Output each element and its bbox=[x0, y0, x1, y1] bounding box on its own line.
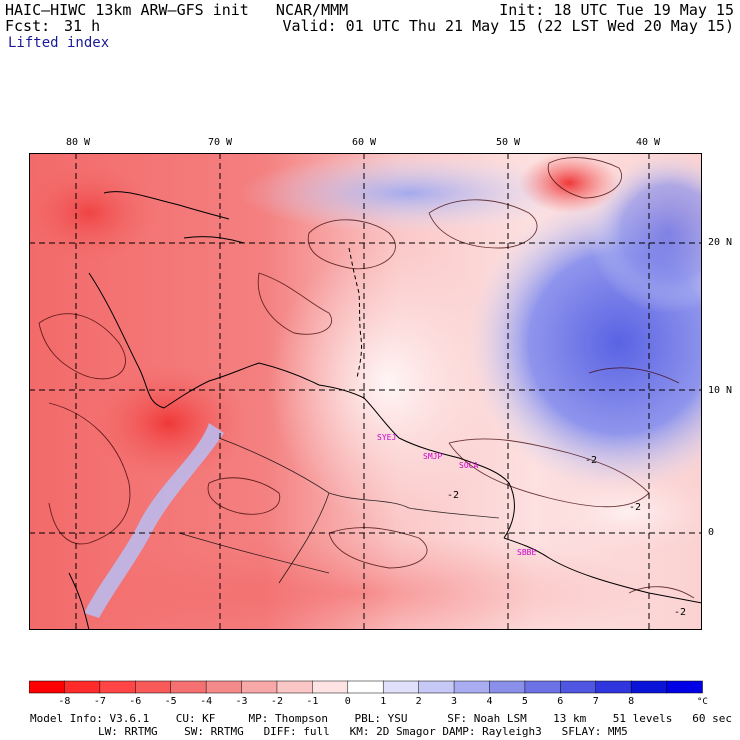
valid-time: Valid: 01 UTC Thu 21 May 15 (22 LST Wed … bbox=[282, 17, 734, 35]
colorbar-cell bbox=[666, 680, 703, 694]
colorbar-tick-label: -1 bbox=[306, 696, 318, 707]
contour-label: -2 bbox=[585, 455, 597, 466]
colorbar-cell bbox=[29, 680, 66, 694]
andes-stable-strip bbox=[84, 423, 224, 618]
colorbar-tick-label: -8 bbox=[58, 696, 70, 707]
station-sbbe: SBBE bbox=[517, 548, 536, 557]
colorbar-tick-label: 6 bbox=[557, 696, 563, 707]
coastline-central-america bbox=[88, 272, 165, 409]
colorbar-tick-label: 7 bbox=[593, 696, 599, 707]
unstable-region-colombia bbox=[89, 363, 249, 483]
colorbar-tick-label: 0 bbox=[345, 696, 351, 707]
colorbar: -8 -7 -6 -5 -4 -3 -2 -1 0 1 2 3 4 5 6 7 8 °C bbox=[29, 680, 708, 707]
stations: SYEJ SMJP SOCA SBBE bbox=[377, 433, 536, 557]
colorbar-tick-label: -3 bbox=[236, 696, 248, 707]
contour-label: -2 bbox=[447, 490, 459, 501]
lon-label-50w: 50 W bbox=[496, 137, 521, 148]
lifted-index-map: -2 -2 -2 -2 SYEJ SMJP SOCA SBBE bbox=[29, 153, 702, 630]
colorbar-cell bbox=[489, 680, 526, 694]
colorbar-cell bbox=[170, 680, 207, 694]
colorbar-cell bbox=[241, 680, 278, 694]
lat-label-0: 0 bbox=[708, 527, 715, 538]
lon-label-80w: 80 W bbox=[66, 137, 91, 148]
stable-region-north bbox=[239, 153, 579, 233]
colorbar-cell bbox=[276, 680, 314, 694]
colorbar-cell bbox=[135, 680, 172, 694]
stable-region-northeast bbox=[589, 153, 702, 313]
variable-name: Lifted index bbox=[8, 35, 110, 51]
country-borders bbox=[178, 437, 500, 584]
colorbar-ticks: -8 -7 -6 -5 -4 -3 -2 -1 0 1 2 3 4 5 6 7 8 bbox=[58, 696, 634, 707]
map-frame bbox=[29, 153, 702, 630]
lifted-index-contours bbox=[38, 157, 695, 599]
coastline-hispaniola bbox=[183, 236, 245, 244]
station-soca: SOCA bbox=[459, 461, 478, 470]
coastline-colombia-north bbox=[163, 362, 260, 409]
unstable-region-amazon bbox=[59, 533, 659, 630]
colorbar-unit: °C bbox=[697, 697, 708, 707]
station-smjp: SMJP bbox=[423, 452, 442, 461]
lat-label-20n: 20 N bbox=[708, 237, 733, 248]
coastline-venezuela-guianas bbox=[258, 362, 515, 539]
colorbar-tick-label: -6 bbox=[129, 696, 141, 707]
colorbar-cell bbox=[312, 680, 349, 694]
colorbar-tick-label: 4 bbox=[486, 696, 492, 707]
model-info-line2: LW: RRTMG SW: RRTMG DIFF: full KM: 2D Sm… bbox=[98, 725, 628, 738]
lat-lon-grid bbox=[29, 153, 702, 630]
colorbar-cell bbox=[205, 680, 243, 694]
model-title: HAIC–HIWC 13km ARW–GFS init NCAR/MMM bbox=[5, 1, 349, 19]
contour-labels: -2 -2 -2 -2 bbox=[447, 455, 686, 618]
colorbar-cell bbox=[64, 680, 101, 694]
colorbar-cell bbox=[347, 680, 384, 694]
coastline-brazil-north bbox=[503, 537, 702, 604]
colorbar-tick-label: -7 bbox=[94, 696, 106, 707]
lat-label-10n: 10 N bbox=[708, 385, 733, 396]
colorbar-tick-label: -4 bbox=[200, 696, 212, 707]
colorbar-tick-label: -2 bbox=[271, 696, 283, 707]
coastlines bbox=[68, 191, 702, 630]
unstable-region-northeast bbox=[519, 153, 619, 213]
coastline-pacific bbox=[68, 572, 90, 630]
contour-label: -2 bbox=[674, 607, 686, 618]
colorbar-cell bbox=[382, 680, 420, 694]
lesser-antilles bbox=[348, 247, 362, 379]
colorbar-tick-label: 8 bbox=[628, 696, 634, 707]
colorbar-tick-label: 1 bbox=[380, 696, 386, 707]
colorbar-cell bbox=[630, 680, 668, 694]
colorbar-tick-label: 2 bbox=[416, 696, 422, 707]
colorbar-cell bbox=[595, 680, 632, 694]
colorbar-cell bbox=[418, 680, 455, 694]
unstable-region-caribbean bbox=[29, 163, 159, 263]
colorbar-cell bbox=[99, 680, 137, 694]
lon-label-70w: 70 W bbox=[208, 137, 233, 148]
colorbar-cell bbox=[524, 680, 562, 694]
lon-label-40w: 40 W bbox=[636, 137, 661, 148]
station-syej: SYEJ bbox=[377, 433, 396, 442]
lon-label-60w: 60 W bbox=[352, 137, 377, 148]
forecast-hour: 31 h bbox=[64, 17, 101, 35]
colorbar-tick-label: -5 bbox=[165, 696, 177, 707]
colorbar-cell bbox=[560, 680, 597, 694]
contour-label: -2 bbox=[629, 502, 641, 513]
coastline-cuba bbox=[103, 191, 230, 220]
colorbar-cell bbox=[453, 680, 491, 694]
model-info-line1: Model Info: V3.6.1 CU: KF MP: Thompson P… bbox=[30, 712, 732, 725]
neutral-region-central bbox=[269, 243, 509, 523]
init-time: Init: 18 UTC Tue 19 May 15 bbox=[499, 1, 734, 19]
colorbar-tick-label: 5 bbox=[522, 696, 528, 707]
forecast-label: Fcst: bbox=[5, 17, 51, 35]
colorbar-cells bbox=[29, 680, 703, 694]
colorbar-tick-label: 3 bbox=[451, 696, 457, 707]
